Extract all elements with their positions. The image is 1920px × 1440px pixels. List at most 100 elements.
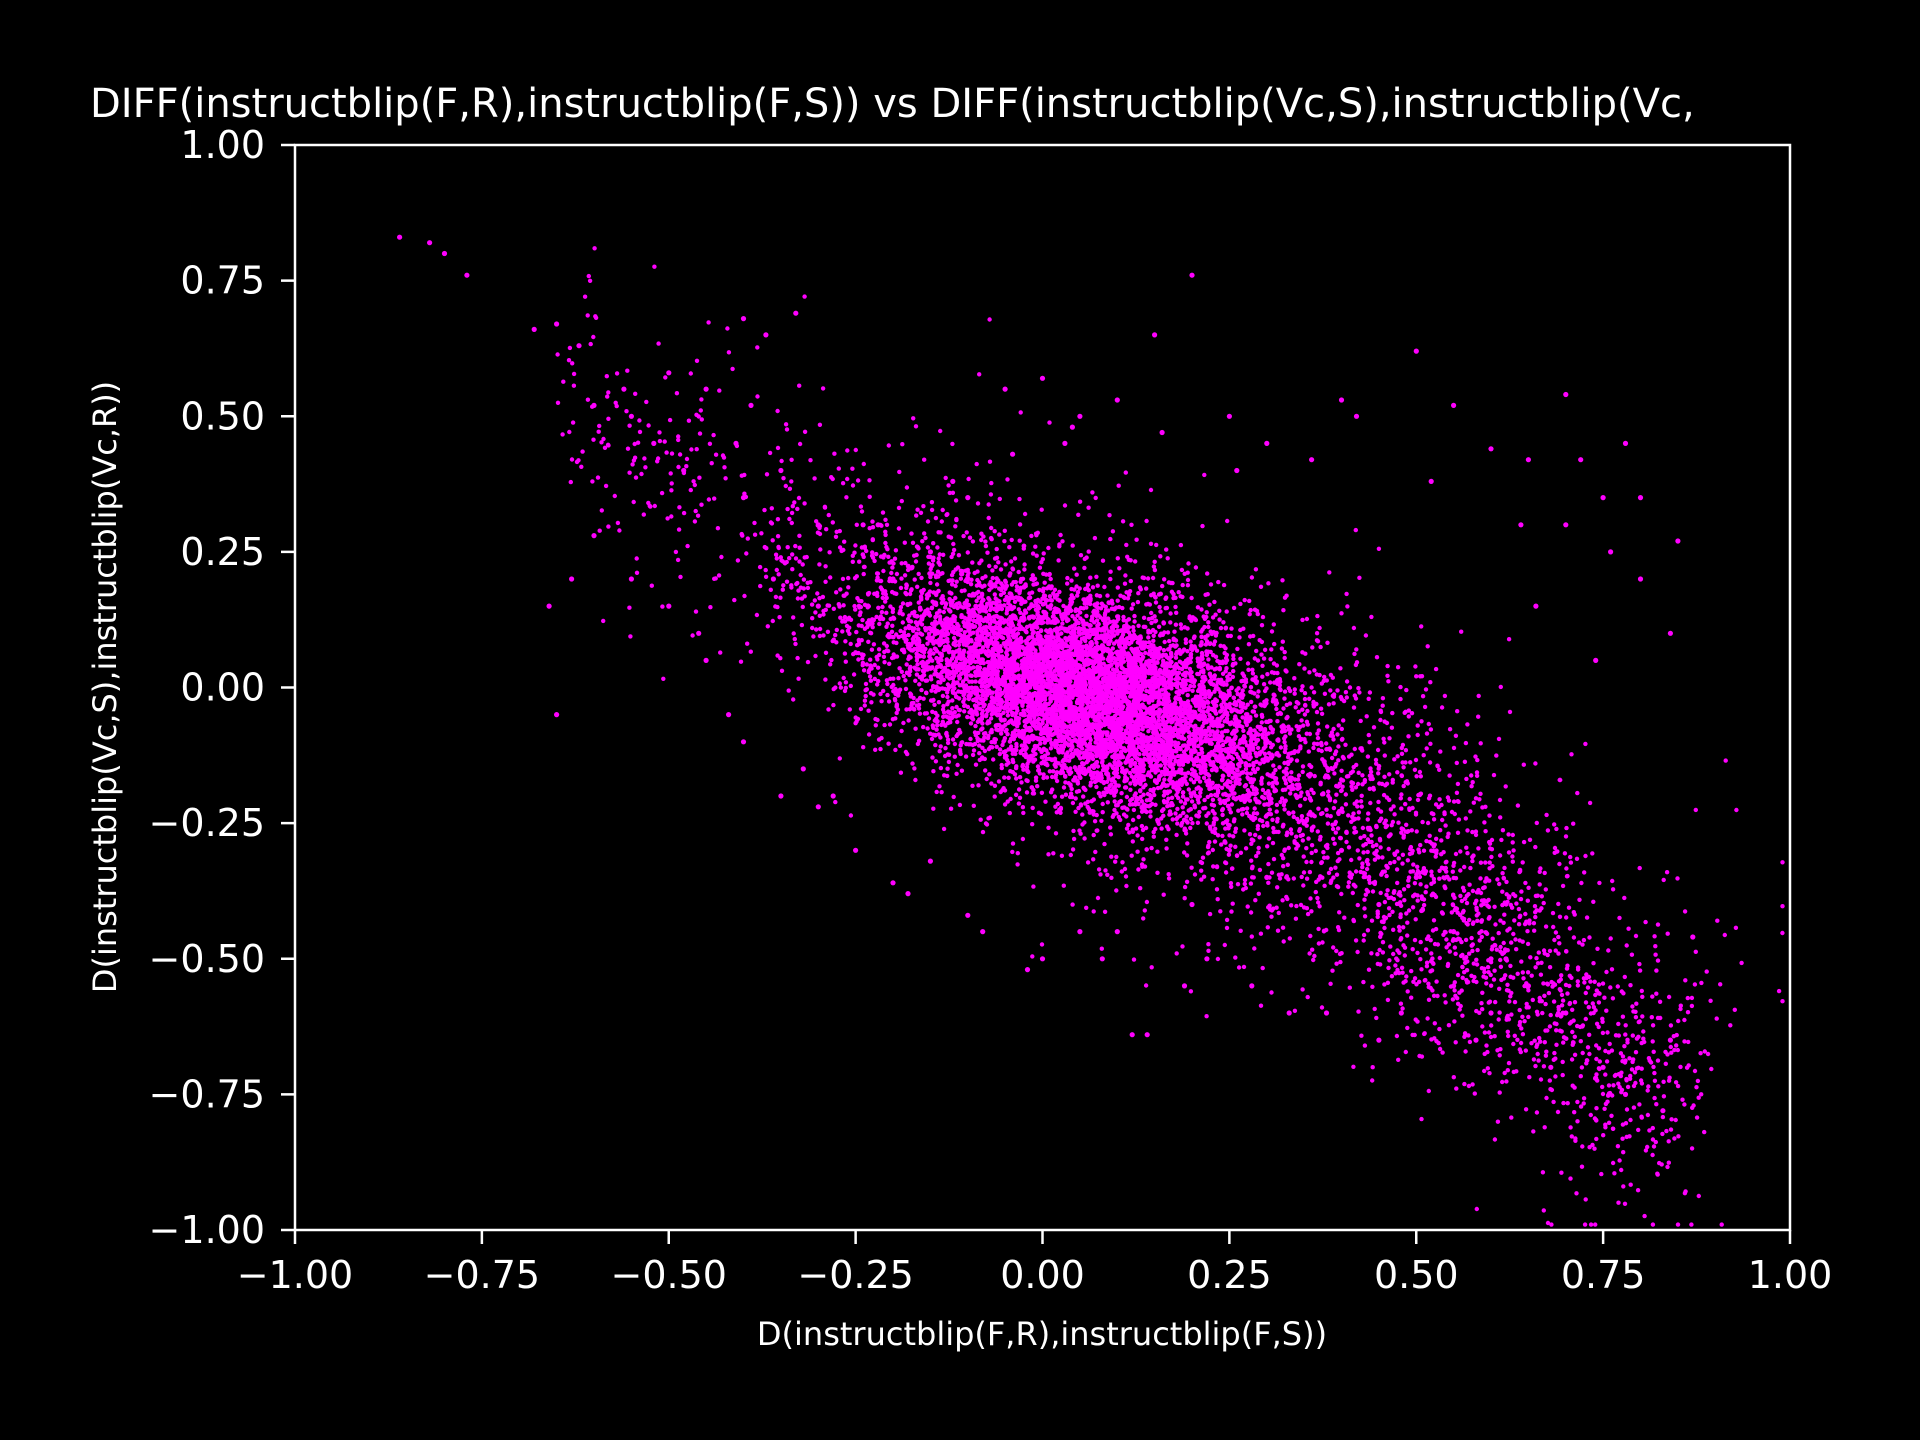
data-point bbox=[779, 668, 785, 673]
data-point bbox=[1249, 699, 1254, 705]
data-point bbox=[823, 650, 829, 655]
data-point bbox=[1093, 849, 1098, 855]
data-point bbox=[943, 605, 948, 610]
data-point bbox=[840, 576, 846, 582]
data-point bbox=[952, 754, 957, 759]
data-point bbox=[966, 610, 971, 615]
data-point bbox=[954, 771, 959, 776]
data-point bbox=[873, 716, 878, 722]
data-point bbox=[953, 524, 958, 529]
data-point bbox=[1027, 595, 1033, 600]
data-point bbox=[890, 565, 895, 570]
data-point bbox=[1176, 670, 1182, 675]
data-point bbox=[998, 567, 1004, 572]
data-point bbox=[903, 678, 908, 683]
data-point bbox=[800, 604, 805, 610]
data-point bbox=[834, 590, 839, 595]
data-point bbox=[956, 553, 962, 558]
data-point bbox=[931, 769, 936, 774]
data-point bbox=[1027, 685, 1033, 690]
data-point bbox=[1175, 821, 1180, 826]
data-point bbox=[792, 636, 797, 642]
data-point bbox=[1210, 877, 1215, 882]
data-point bbox=[1088, 575, 1093, 580]
data-point bbox=[919, 589, 924, 594]
data-point bbox=[1128, 781, 1133, 786]
data-point bbox=[1248, 881, 1254, 886]
data-point bbox=[990, 575, 995, 581]
data-point bbox=[973, 762, 979, 767]
data-point bbox=[877, 621, 882, 627]
data-point bbox=[1172, 629, 1177, 634]
plot-area bbox=[397, 234, 1785, 1227]
data-point bbox=[1203, 695, 1208, 700]
data-point bbox=[805, 659, 811, 665]
data-point bbox=[925, 726, 930, 731]
data-point bbox=[812, 598, 817, 603]
data-point bbox=[1102, 841, 1107, 847]
data-point bbox=[920, 643, 925, 649]
data-point bbox=[1004, 594, 1009, 600]
data-point bbox=[1017, 775, 1023, 780]
data-point bbox=[1130, 817, 1136, 823]
data-point bbox=[1249, 737, 1254, 742]
data-point bbox=[1031, 615, 1037, 620]
data-point bbox=[693, 609, 699, 614]
data-point bbox=[952, 741, 958, 747]
data-point bbox=[1193, 793, 1199, 799]
data-point bbox=[950, 690, 956, 695]
data-point bbox=[1200, 724, 1205, 729]
data-point bbox=[1129, 606, 1134, 611]
data-point bbox=[1105, 800, 1111, 805]
data-point bbox=[997, 747, 1003, 752]
data-point bbox=[1120, 640, 1125, 645]
data-point bbox=[903, 749, 909, 755]
data-point bbox=[992, 794, 997, 799]
data-point bbox=[970, 560, 975, 565]
data-point bbox=[1281, 802, 1287, 808]
data-point bbox=[977, 751, 982, 756]
data-point bbox=[868, 657, 873, 662]
data-point bbox=[990, 745, 995, 750]
data-point bbox=[853, 543, 858, 548]
data-point bbox=[1188, 639, 1193, 644]
data-point bbox=[1091, 832, 1096, 838]
data-point bbox=[1279, 796, 1285, 801]
data-point bbox=[1065, 575, 1070, 581]
data-point bbox=[860, 663, 865, 668]
data-point bbox=[834, 627, 839, 633]
data-point bbox=[1190, 688, 1195, 693]
data-point bbox=[1061, 785, 1067, 790]
data-point bbox=[1114, 639, 1119, 644]
data-point bbox=[910, 540, 916, 545]
data-point bbox=[1307, 762, 1312, 768]
data-point bbox=[1075, 613, 1080, 618]
data-point bbox=[1161, 813, 1166, 818]
data-point bbox=[1269, 629, 1275, 634]
data-point bbox=[935, 723, 940, 728]
data-point bbox=[1150, 575, 1156, 581]
data-point bbox=[1235, 646, 1240, 652]
data-point bbox=[1151, 638, 1156, 643]
data-point bbox=[1016, 569, 1021, 575]
data-point bbox=[1048, 699, 1053, 704]
data-point bbox=[1240, 812, 1245, 817]
data-point bbox=[1326, 789, 1331, 794]
data-point bbox=[1078, 553, 1084, 558]
data-point bbox=[898, 585, 904, 591]
data-point bbox=[826, 707, 831, 712]
data-point bbox=[945, 694, 950, 700]
data-point bbox=[952, 630, 957, 636]
data-point bbox=[1259, 652, 1264, 657]
data-point bbox=[791, 615, 796, 620]
data-point bbox=[1032, 757, 1038, 762]
data-point bbox=[1295, 777, 1301, 782]
data-point bbox=[945, 690, 950, 695]
data-point bbox=[959, 768, 965, 773]
data-point bbox=[1302, 691, 1308, 696]
data-point bbox=[1004, 727, 1009, 733]
data-point bbox=[986, 733, 991, 739]
data-point bbox=[927, 613, 933, 618]
data-point bbox=[837, 681, 842, 686]
data-point bbox=[1052, 794, 1058, 799]
